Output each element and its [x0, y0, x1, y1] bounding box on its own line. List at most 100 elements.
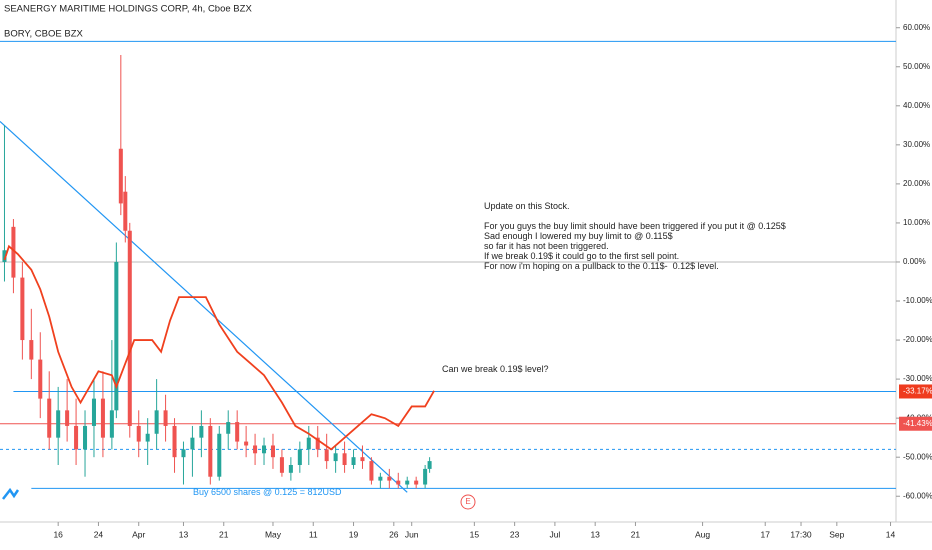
candle-body	[235, 422, 240, 442]
x-tick-label: 21	[219, 529, 229, 539]
candle-body	[172, 425, 177, 458]
candle-body	[199, 425, 204, 438]
y-tick-label: -30.00%	[903, 374, 932, 383]
candle-body	[29, 340, 34, 360]
candle-body	[396, 480, 401, 485]
candle-body	[20, 277, 25, 341]
candle-body	[47, 398, 52, 438]
y-tick-label: 50.00%	[903, 62, 930, 71]
candle-body	[387, 476, 392, 481]
candle-body	[427, 461, 432, 469]
x-tick-label: 11	[309, 529, 318, 539]
x-tick-label: Aug	[695, 529, 710, 539]
y-tick-label: 10.00%	[903, 218, 930, 227]
candle-body	[114, 261, 119, 411]
x-tick-label: 14	[886, 529, 896, 539]
x-tick-label: 17:30	[790, 529, 812, 539]
x-tick-label: 21	[631, 529, 641, 539]
candle-body	[369, 461, 374, 481]
candle-body	[163, 410, 168, 426]
price-tag	[899, 416, 932, 431]
x-tick-label: Jul	[549, 529, 560, 539]
y-tick-label: 20.00%	[903, 179, 930, 188]
price-tag	[899, 384, 932, 399]
candle-body	[315, 437, 320, 450]
candle-body	[136, 425, 141, 442]
x-tick-label: 16	[53, 529, 63, 539]
x-tick-label: 15	[470, 529, 480, 539]
candle-body	[244, 441, 249, 446]
x-tick-label: 26	[389, 529, 399, 539]
candle-body	[181, 449, 186, 458]
candle-body	[208, 425, 213, 477]
y-tick-label: -20.00%	[903, 335, 932, 344]
chart-title: SEANERGY MARITIME HOLDINGS CORP, 4h, Cbo…	[4, 4, 252, 15]
candle-body	[360, 457, 365, 462]
y-tick-label: -60.00%	[903, 491, 932, 500]
candle-body	[38, 359, 43, 399]
candle-body	[279, 457, 284, 473]
candle-body	[127, 230, 132, 426]
x-tick-label: 13	[179, 529, 189, 539]
earnings-label[interactable]: E	[465, 497, 470, 506]
candle-body	[123, 191, 128, 231]
x-tick-label: 24	[94, 529, 104, 539]
x-tick-label: 19	[349, 529, 359, 539]
candle-body	[56, 410, 61, 438]
candle-body	[288, 464, 293, 473]
price-tag-label: -33.17%	[903, 387, 932, 396]
x-tick-label: May	[265, 529, 282, 539]
candle-body	[2, 250, 7, 262]
indicator-line	[3, 244, 435, 451]
x-tick-label: 13	[590, 529, 600, 539]
update-note: Update on this Stock. For you guys the b…	[484, 201, 786, 271]
y-tick-label: 0.00%	[903, 257, 926, 266]
candle-body	[74, 425, 79, 450]
candle-body	[333, 453, 338, 462]
x-tick-label: Jun	[405, 529, 419, 539]
candle-body	[306, 437, 311, 450]
candle-body	[226, 422, 231, 434]
candle-body	[405, 480, 410, 485]
y-tick-label: 60.00%	[903, 23, 930, 32]
candle-body	[253, 445, 258, 454]
candle-body	[217, 433, 222, 477]
chart-subtitle: BORY, CBOE BZX	[4, 29, 84, 40]
x-tick-label: Sep	[829, 529, 844, 539]
candle-body	[145, 433, 150, 442]
candle-body	[118, 148, 123, 204]
y-tick-label: -10.00%	[903, 296, 932, 305]
price-tag-label: -41.43%	[903, 419, 932, 428]
y-tick-label: 30.00%	[903, 140, 930, 149]
candle-body	[190, 437, 195, 450]
trend-line	[0, 120, 408, 493]
candle-body	[83, 425, 88, 450]
candle-body	[351, 457, 356, 465]
buy-note: Buy 6500 shares @ 0.125 = 812USD	[193, 487, 342, 497]
candle-body	[270, 445, 275, 458]
x-tick-label: 17	[760, 529, 770, 539]
candle-body	[423, 468, 428, 485]
candle-body	[11, 226, 16, 278]
y-tick-label: -50.00%	[903, 452, 932, 461]
candle-body	[324, 449, 329, 462]
candle-body	[100, 398, 105, 438]
candle-body	[91, 398, 96, 426]
candle-body	[414, 480, 419, 485]
logo[interactable]	[2, 487, 20, 500]
candle-body	[262, 445, 267, 454]
candle-body	[154, 410, 159, 434]
candle-body	[297, 449, 302, 465]
x-tick-label: 23	[510, 529, 520, 539]
candle-body	[109, 410, 114, 438]
candle-body	[65, 410, 70, 426]
candle-body	[378, 476, 383, 481]
x-tick-label: Apr	[132, 529, 145, 539]
question-note: Can we break 0.19$ level?	[442, 364, 549, 374]
candle-body	[342, 453, 347, 465]
earnings-icon[interactable]	[460, 494, 476, 510]
y-tick-label: 40.00%	[903, 101, 930, 110]
